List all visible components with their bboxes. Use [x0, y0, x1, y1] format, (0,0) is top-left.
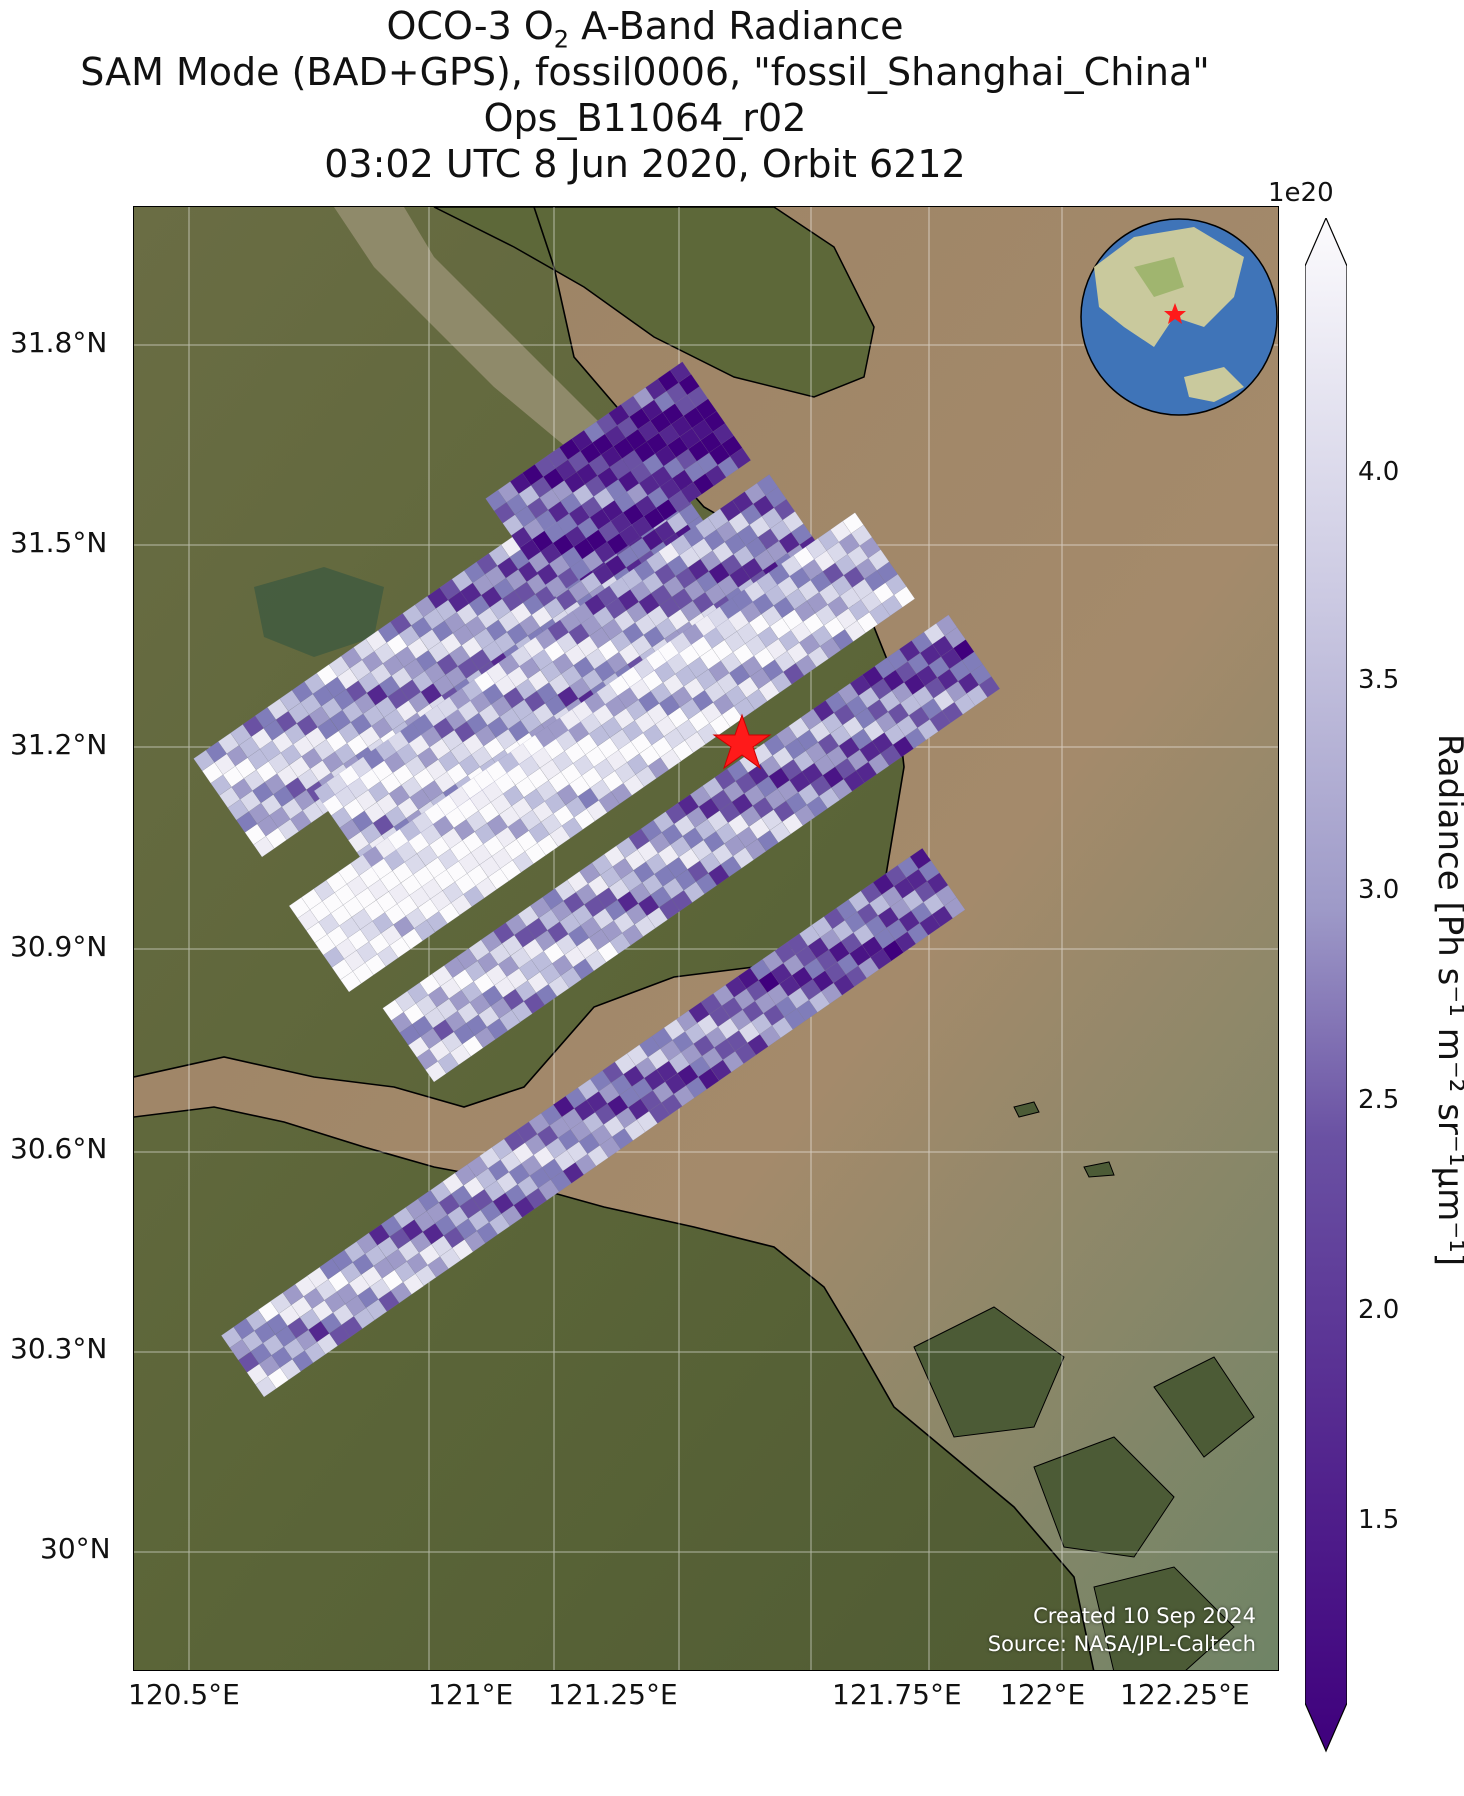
radiance-cell — [663, 1018, 686, 1041]
radiance-cell — [584, 593, 606, 616]
radiance-cell — [811, 916, 833, 938]
title-line-4: 03:02 UTC 8 Jun 2020, Orbit 6212 — [324, 142, 966, 186]
radiance-cell — [842, 716, 864, 738]
radiance-cell — [692, 591, 714, 614]
colorbar-tick: 2.0 — [1358, 1295, 1400, 1325]
radiance-cell — [559, 610, 582, 633]
colorbar-label: Radiance [Ph s⁻¹ m⁻² sr⁻¹µm⁻¹] — [1430, 733, 1464, 1267]
colorbar-tick: 3.5 — [1358, 665, 1400, 695]
radiance-cell — [645, 551, 668, 573]
radiance-cell — [488, 544, 511, 567]
radiance-swaths — [193, 361, 1001, 1398]
radiance-cell — [790, 523, 813, 545]
radiance-cell — [805, 537, 827, 560]
radiance-cell — [414, 595, 437, 618]
radiance-cell — [833, 703, 856, 726]
y-tick-label: 30°N — [40, 1532, 111, 1565]
radiance-cell — [741, 557, 764, 580]
radiance-cell — [707, 508, 729, 530]
title-line-3: Ops_B11064_r02 — [483, 96, 807, 140]
radiance-cell — [439, 578, 461, 601]
x-tick-label: 122.25°E — [1120, 1678, 1250, 1711]
radiance-cell — [678, 373, 700, 396]
radiance-cell — [658, 542, 680, 565]
x-tick-label: 121°E — [428, 1678, 514, 1711]
radiance-cell — [633, 559, 656, 582]
islands — [913, 1101, 1255, 1670]
map-canvas — [134, 207, 1278, 1670]
radiance-cell — [765, 638, 788, 660]
radiance-cell — [510, 645, 533, 667]
radiance-cell — [592, 433, 614, 456]
radiance-cell — [682, 623, 704, 645]
x-tick-label: 121.75°E — [832, 1678, 962, 1711]
radiance-cell — [786, 933, 809, 955]
title-line-1: OCO-3 O2 A-Band Radiance — [386, 4, 904, 54]
y-tick-label: 30.9°N — [10, 930, 108, 963]
radiance-cell — [756, 474, 779, 496]
radiance-cell — [634, 711, 656, 734]
title-line-2: SAM Mode (BAD+GPS), fossil0006, "fossil_… — [80, 50, 1210, 94]
sea-area — [134, 207, 1278, 1670]
radiance-cell — [596, 585, 619, 607]
x-tick-label: 120.5°E — [128, 1678, 240, 1711]
colorbar-tick: 4.0 — [1358, 457, 1400, 487]
colorbar — [1305, 218, 1347, 1753]
radiance-cell — [716, 672, 739, 695]
river-channel — [334, 207, 654, 487]
radiance-cell — [390, 612, 412, 635]
radiance-cell — [449, 687, 471, 710]
credit-created: Created 10 Sep 2024 — [1033, 1604, 1256, 1628]
radiance-cell — [762, 950, 784, 972]
y-tick-label: 31.5°N — [10, 526, 108, 559]
radiance-cell — [608, 674, 631, 697]
chongming-island — [433, 207, 875, 398]
colorbar-tick: 2.5 — [1358, 1085, 1400, 1115]
lake-region — [254, 567, 384, 657]
radiance-cell — [424, 802, 446, 825]
radiance-cell — [657, 640, 680, 663]
target-star — [712, 713, 772, 770]
y-tick-label: 30.6°N — [10, 1132, 108, 1165]
radiance-cell — [909, 847, 932, 870]
radiance-cell — [935, 614, 958, 637]
radiance-cell — [825, 691, 847, 714]
radiance-cell — [436, 696, 459, 719]
radiance-cell — [356, 1232, 378, 1255]
radiance-cell — [417, 1189, 440, 1212]
radiance-cell — [245, 1309, 268, 1332]
radiance-cell — [485, 760, 508, 782]
x-tick-label: 122°E — [1000, 1678, 1086, 1711]
radiance-cell — [842, 512, 864, 534]
y-tick-label: 31.8°N — [10, 326, 108, 359]
colorbar-tick: 3.0 — [1358, 875, 1400, 905]
radiance-cell — [864, 569, 886, 592]
inset-globe — [1080, 218, 1278, 416]
radiance-cell — [534, 455, 557, 478]
map-panel: Created 10 Sep 2024 Source: NASA/JPL-Cal… — [133, 206, 1279, 1671]
radiance-cell — [632, 387, 655, 409]
radiance-cell — [412, 713, 434, 736]
radiance-cell — [839, 587, 862, 609]
x-tick-label: 121.25°E — [548, 1678, 678, 1711]
credit-source: Source: NASA/JPL-Caltech — [987, 1632, 1256, 1656]
colorbar-exponent: 1e20 — [1268, 178, 1334, 208]
radiance-cell — [768, 563, 791, 586]
radiance-cell — [316, 664, 338, 686]
radiance-cell — [678, 503, 701, 525]
y-tick-label: 31.2°N — [10, 728, 108, 761]
radiance-cell — [633, 657, 655, 680]
radiance-cell — [267, 698, 289, 720]
colorbar-tick: 1.5 — [1358, 1505, 1400, 1535]
radiance-cell — [669, 361, 692, 384]
radiance-cell — [700, 993, 723, 1015]
radiance-cell — [485, 489, 507, 512]
radiance-cell — [949, 659, 971, 682]
radiance-cell — [461, 679, 483, 701]
radiance-cell — [756, 572, 778, 594]
radiance-cell — [830, 520, 852, 543]
radiance-cell — [848, 890, 870, 913]
radiance-cell — [874, 657, 896, 679]
y-tick-label: 30.3°N — [10, 1332, 108, 1365]
